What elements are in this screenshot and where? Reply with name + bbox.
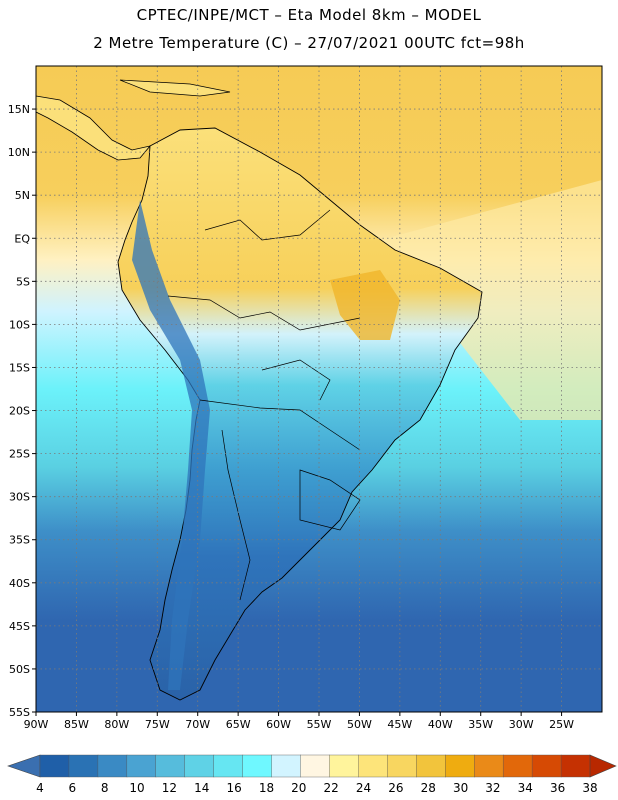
colorbar-swatch xyxy=(445,754,475,778)
colorbar-label: 16 xyxy=(226,781,241,795)
south-america-land xyxy=(117,127,483,701)
latitude-labels: 15N 10N 5N EQ 5S 10S 15S 20S 25S 30S 35S 40S 45S 50S 5… xyxy=(8,103,36,719)
central-america-land xyxy=(36,95,152,161)
colorbar-label: 4 xyxy=(36,781,44,795)
colorbar-label: 28 xyxy=(421,781,436,795)
andes-cold-strip xyxy=(132,200,210,690)
lon-tick-label: 65W xyxy=(226,718,251,731)
lat-tick-label: 40S xyxy=(9,577,30,590)
colorbar-label: 12 xyxy=(162,781,177,795)
colorbar-swatch xyxy=(184,754,215,778)
colorbar-swatch xyxy=(126,754,157,778)
colorbar-label: 34 xyxy=(518,781,533,795)
colorbar-label: 30 xyxy=(453,781,468,795)
lat-tick-label: 15N xyxy=(8,103,30,116)
lat-tick-label: 55S xyxy=(9,706,30,719)
lon-tick-label: 40W xyxy=(428,718,453,731)
colorbar-label: 38 xyxy=(582,781,597,795)
colorbar-swatch xyxy=(97,754,128,778)
colorbar-label: 26 xyxy=(388,781,403,795)
colorbar-label: 36 xyxy=(550,781,565,795)
colorbar-labels: 4 6 8 10 12 14 16 18 20 22 24 26 28 30 32 34 36 38 xyxy=(36,781,597,795)
lon-tick-label: 80W xyxy=(104,718,129,731)
colorbar-swatch xyxy=(474,754,504,778)
colorbar-label: 14 xyxy=(194,781,209,795)
lat-tick-label: 10S xyxy=(9,318,30,331)
caribbean-islands xyxy=(119,79,231,97)
lat-tick-label: 5N xyxy=(15,189,30,202)
colorbar-swatch xyxy=(300,754,330,778)
lon-tick-label: 50W xyxy=(347,718,372,731)
lat-tick-label: 15S xyxy=(9,361,30,374)
lon-tick-label: 70W xyxy=(185,718,210,731)
lat-tick-label: 45S xyxy=(9,620,30,633)
colorbar xyxy=(7,754,617,778)
map-title-line-1: CPTEC/INPE/MCT – Eta Model 8km – MODEL xyxy=(136,6,482,24)
colorbar-swatch xyxy=(213,754,244,778)
central-brazil-hot-zone xyxy=(330,270,400,340)
lon-tick-label: 60W xyxy=(266,718,291,731)
colorbar-label: 32 xyxy=(485,781,500,795)
colorbar-swatch xyxy=(155,754,186,778)
lon-tick-label: 25W xyxy=(549,718,574,731)
lat-tick-label: 25S xyxy=(9,448,30,461)
colorbar-label: 20 xyxy=(291,781,306,795)
lat-tick-label: EQ xyxy=(14,232,30,245)
lon-tick-label: 55W xyxy=(307,718,332,731)
colorbar-swatch xyxy=(242,754,273,778)
lon-tick-label: 90W xyxy=(24,718,49,731)
colorbar-swatch xyxy=(502,754,533,778)
colorbar-swatch xyxy=(387,754,417,778)
colorbar-swatch xyxy=(271,754,302,778)
lon-tick-label: 30W xyxy=(509,718,534,731)
lat-tick-label: 35S xyxy=(9,534,30,547)
colorbar-swatch xyxy=(358,754,388,778)
lon-tick-label: 85W xyxy=(64,718,89,731)
lat-tick-label: 50S xyxy=(9,663,30,676)
lat-tick-label: 20S xyxy=(9,405,30,418)
colorbar-swatch xyxy=(68,754,99,778)
map-plot-area xyxy=(36,66,602,712)
map-title-line-2: 2 Metre Temperature (C) – 27/07/2021 00U… xyxy=(93,34,525,52)
colorbar-swatch xyxy=(416,754,446,778)
colorbar-swatch xyxy=(560,754,591,778)
longitude-labels: 90W 85W 80W 75W 70W 65W 60W 55W 50W 45W 40W 35W 30W 2… xyxy=(24,712,574,731)
colorbar-swatch xyxy=(531,754,562,778)
lon-tick-label: 45W xyxy=(387,718,412,731)
colorbar-label: 6 xyxy=(69,781,77,795)
colorbar-label: 18 xyxy=(259,781,274,795)
lon-tick-label: 35W xyxy=(468,718,493,731)
lat-tick-label: 10N xyxy=(8,146,30,159)
colorbar-swatch xyxy=(329,754,359,778)
lat-tick-label: 30S xyxy=(9,491,30,504)
lon-tick-label: 75W xyxy=(145,718,170,731)
colorbar-label: 10 xyxy=(129,781,144,795)
colorbar-high-arrow xyxy=(589,754,617,778)
country-borders xyxy=(167,209,361,601)
tropical-atlantic-warm-band xyxy=(380,180,602,420)
lat-tick-label: 5S xyxy=(16,275,30,288)
colorbar-swatch xyxy=(39,754,70,778)
colorbar-low-arrow xyxy=(7,754,41,778)
colorbar-label: 8 xyxy=(101,781,109,795)
colorbar-label: 22 xyxy=(324,781,339,795)
colorbar-label: 24 xyxy=(356,781,371,795)
